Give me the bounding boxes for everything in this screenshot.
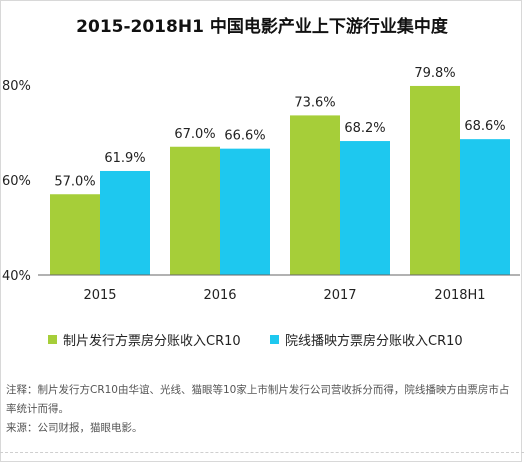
bar-distribution-2015 [50,194,100,275]
chart-title: 2015-2018H1 中国电影产业上下游行业集中度 [76,17,448,37]
source-text: 来源：公司财报，猫眼电影。 [6,422,143,434]
x-tick-label: 2015 [83,288,116,303]
legend-swatch-series-2 [270,335,279,344]
x-tick-label: 2018H1 [434,288,485,303]
y-tick-label: 60% [2,174,31,189]
data-label: 57.0% [54,174,95,189]
x-tick-label: 2016 [203,288,236,303]
bar-distribution-2018H1 [410,85,460,275]
bar-chart: 40% 60% 80% 57.0% 61.9% 2015 67.0% 66.6% 2016 73.… [2,66,520,303]
data-label: 67.0% [174,127,215,142]
legend-label-series-2: 院线播映方票房分账收入CR10 [285,334,463,349]
legend-item-series-2: 院线播映方票房分账收入CR10 [270,330,463,349]
footnotes: 注释：制片发行方CR10由华谊、光线、猫眼等10家上市制片发行公司营收拆分而得，… [6,381,518,438]
bar-distribution-2017 [290,115,340,276]
data-label: 68.6% [464,119,505,134]
x-tick-label: 2017 [323,288,356,303]
data-label: 68.2% [344,121,385,136]
legend-label-series-1: 制片发行方票房分账收入CR10 [63,334,241,349]
y-tick-label: 40% [2,269,31,284]
legend-item-series-1: 制片发行方票房分账收入CR10 [48,330,241,349]
note-text: 注释：制片发行方CR10由华谊、光线、猫眼等10家上市制片发行公司营收拆分而得，… [6,384,510,415]
bottom-rule [0,452,524,453]
bar-exhibition-2015 [100,170,150,275]
legend-swatch-series-1 [48,335,57,344]
bar-exhibition-2018H1 [460,139,510,275]
bar-distribution-2016 [170,146,220,275]
bar-exhibition-2016 [220,148,270,275]
data-label: 66.6% [224,129,265,144]
y-tick-label: 80% [2,79,31,94]
bar-exhibition-2017 [340,141,390,275]
data-label: 79.8% [414,66,455,81]
data-label: 61.9% [104,151,145,166]
data-label: 73.6% [294,95,335,110]
